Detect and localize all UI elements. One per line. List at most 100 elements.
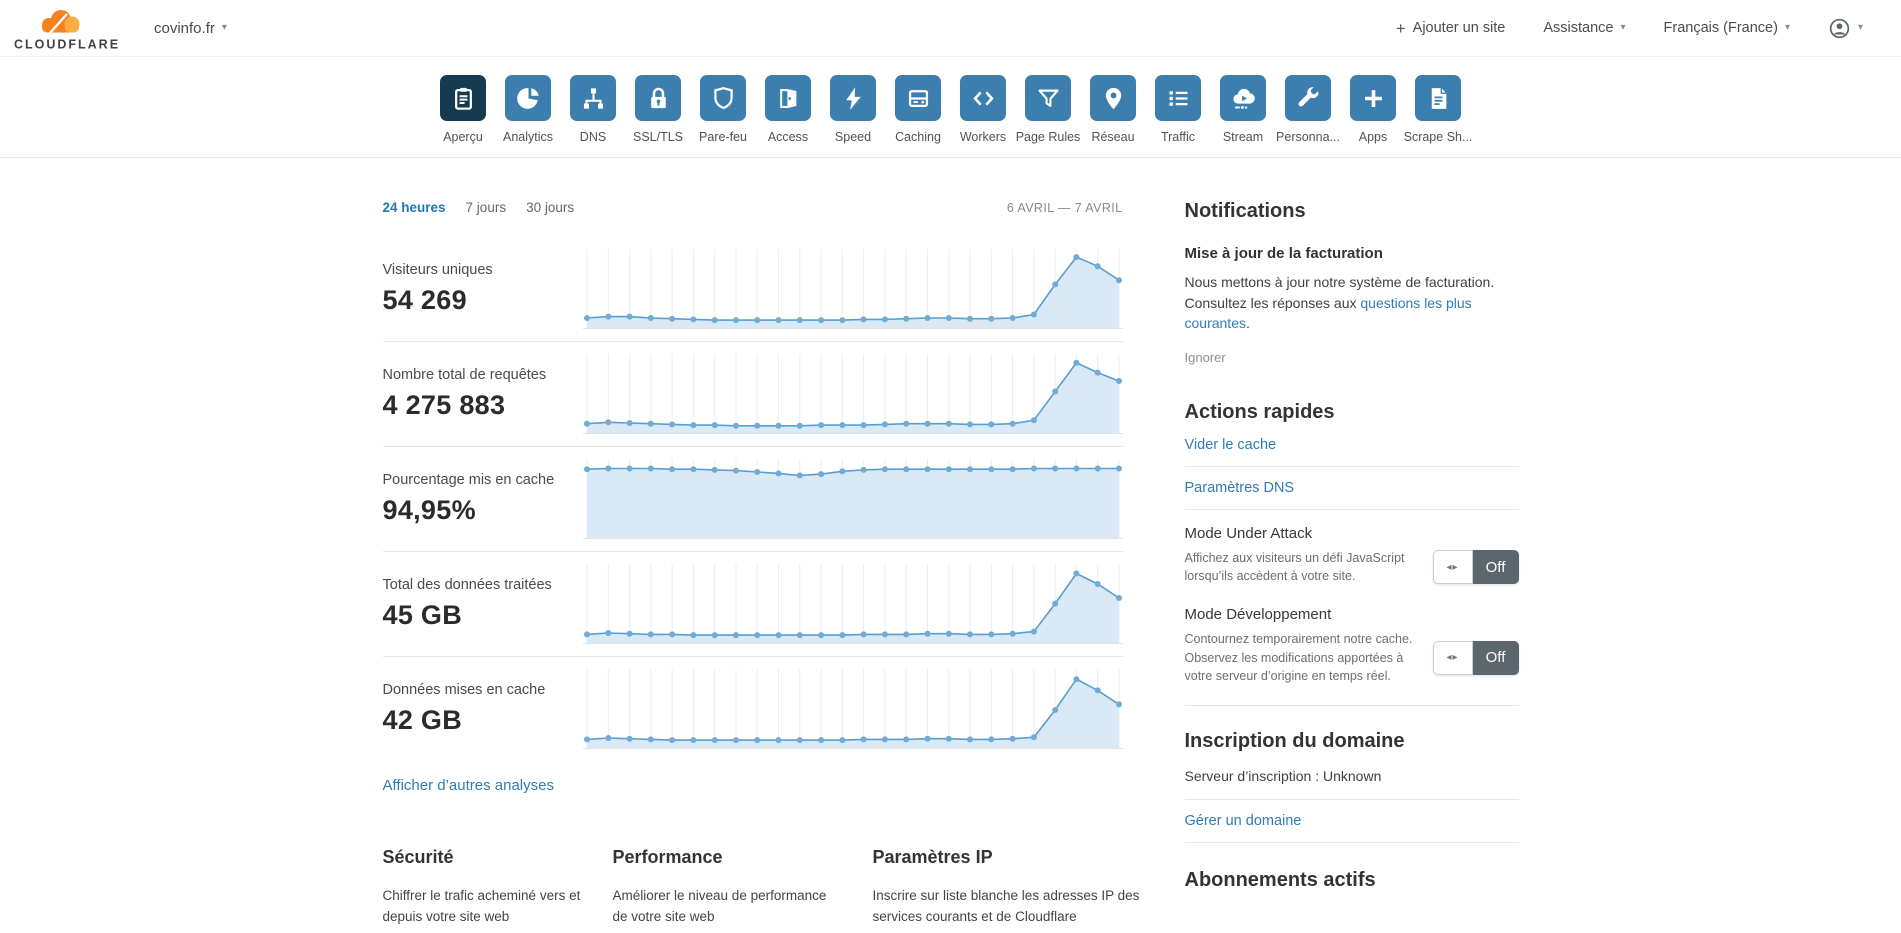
stat-row-donn-es-mises-en-cache: Données mises en cache 42 GB [383,657,1123,761]
quick-action-vider-le-cache[interactable]: Vider le cache [1184,424,1519,468]
nav-item-workers[interactable]: Workers [960,75,1007,144]
add-site-button[interactable]: + Ajouter un site [1395,18,1506,38]
notification-body: Nous mettons à jour notre système de fac… [1184,274,1495,311]
nav-item-speed[interactable]: Speed [830,75,877,144]
section-title: Paramètres IP [872,847,993,867]
stat-value: 4 275 883 [382,390,506,420]
main-content: 24 heures 7 jours 30 jours 6 AVRIL — 7 A… [382,200,1519,928]
mode-under-attack-toggle[interactable]: ◂▸ Off [1432,550,1519,585]
right-sidebar: Notifications Mise à jour de la facturat… [1184,200,1519,928]
nav-item-label: Personna... [1276,130,1340,144]
nav-item-personna[interactable]: Personna... [1276,75,1340,144]
pie-chart-icon [505,75,551,121]
quick-action-param-tres-dns[interactable]: Paramètres DNS [1184,467,1519,511]
user-avatar-icon [1829,18,1850,38]
stat-row-pourcentage-mis-en-cache: Pourcentage mis en cache 94,95% [382,447,1123,552]
nav-item-page-rules[interactable]: Page Rules [1016,75,1080,144]
plus-icon [1350,75,1396,121]
dismiss-notification-link[interactable]: Ignorer [1184,350,1226,366]
sparkline-chart-total-des-donn-es-trait-es [582,564,1123,644]
wrench-icon [1285,75,1331,121]
nav-item-access[interactable]: Access [765,75,812,144]
section-param-tres-ip: Paramètres IP Inscrire sur liste blanche … [873,847,1143,928]
section-title: Performance [612,847,723,867]
section-description: Chiffrer le trafic acheminé vers et depu… [382,888,581,924]
nav-item-caching[interactable]: Caching [895,75,942,144]
brand-wordmark: CLOUDFLARE [14,38,120,52]
stat-label: Nombre total de requêtes [382,367,547,383]
nav-item-analytics[interactable]: Analytics [503,75,553,144]
nav-item-label: Pare-feu [699,130,747,144]
active-subscriptions-title: Abonnements actifs [1184,868,1376,891]
stat-row-visiteurs-uniques: Visiteurs uniques 54 269 [382,237,1123,342]
nav-item-dns[interactable]: DNS [570,75,617,144]
section-title: Sécurité [382,847,454,867]
map-pin-icon [1090,75,1136,121]
notification-item-title: Mise à jour de la facturation [1184,245,1383,262]
nav-item-label: Aperçu [443,130,483,144]
tab-30-jours[interactable]: 30 jours [526,200,575,215]
cloudflare-logo[interactable]: CLOUDFLARE [12,5,122,51]
nav-item-r-seau[interactable]: Réseau [1090,75,1137,144]
registrar-info: Serveur d’inscription : Unknown [1184,753,1519,800]
notifications-title: Notifications [1184,200,1306,222]
nav-item-label: Scrape Sh... [1403,130,1473,144]
stat-row-nombre-total-de-requ-tes: Nombre total de requêtes 4 275 883 [382,342,1123,447]
toggle-title: Mode Under Attack [1184,525,1313,543]
time-range-tabs: 24 heures 7 jours 30 jours 6 AVRIL — 7 A… [383,200,1123,215]
divider [1184,704,1519,706]
stat-meta: Visiteurs uniques 54 269 [383,262,583,316]
clipboard-icon [440,75,486,121]
toggle-state: Off [1472,550,1519,585]
tab-24-heures[interactable]: 24 heures [382,200,446,215]
nav-item-ssl-tls[interactable]: SSL/TLS [632,75,684,144]
code-brackets-icon [960,75,1006,121]
nav-item-scrape-sh[interactable]: Scrape Sh... [1404,75,1472,144]
cloud-play-icon [1220,75,1266,121]
toggle-state: Off [1472,640,1519,675]
user-menu[interactable]: ▾ [1828,17,1863,40]
stat-label: Données mises en cache [382,682,546,698]
shield-icon [700,75,746,121]
analytics-panel: 24 heures 7 jours 30 jours 6 AVRIL — 7 A… [382,200,1139,928]
billing-faq-link[interactable]: questions les plus courantes [1184,294,1472,332]
manage-domain-link[interactable]: Gérer un domaine [1184,800,1519,843]
notification-card: Mise à jour de la facturation Nous metto… [1185,245,1519,365]
nav-item-label: Speed [834,130,872,144]
funnel-icon [1025,75,1071,121]
nav-item-traffic[interactable]: Traffic [1155,75,1202,144]
assistance-menu[interactable]: Assistance ▾ [1543,20,1626,36]
toggle-knob-arrows-icon: ◂▸ [1432,550,1473,585]
door-icon [765,75,811,121]
tab-7-jours[interactable]: 7 jours [465,200,507,215]
stat-label: Total des données traitées [382,577,552,593]
section-s-curit: Sécurité Chiffrer le trafic acheminé vers… [383,847,583,928]
nav-item-label: Page Rules [1015,130,1081,144]
toggle-description: Contournez temporairement notre cache. O… [1184,632,1413,683]
padlock-icon [635,75,681,121]
language-selector[interactable]: Français (France) ▾ [1663,20,1790,36]
more-analytics-link[interactable]: Afficher d’autres analyses [382,777,554,794]
domain-registration-title: Inscription du domaine [1184,729,1405,752]
nav-item-label: Stream [1222,130,1264,144]
stat-label: Visiteurs uniques [382,262,493,278]
stat-label: Pourcentage mis en cache [382,472,555,488]
sparkline-chart-donn-es-mises-en-cache [582,669,1123,749]
chevron-down-icon: ▾ [221,22,227,33]
mode-d-veloppement-toggle[interactable]: ◂▸ Off [1432,640,1519,675]
nav-item-stream[interactable]: Stream [1220,75,1267,144]
nav-item-apps[interactable]: Apps [1350,75,1397,144]
nav-item-aper-u[interactable]: Aperçu [440,75,487,144]
sparkline-chart-pourcentage-mis-en-cache [582,459,1123,539]
nav-item-pare-feu[interactable]: Pare-feu [699,75,747,144]
nav-item-label: SSL/TLS [632,130,684,144]
section-performance: Performance Améliorer le niveau de perfor… [613,847,843,928]
nav-item-label: Access [767,130,809,144]
chevron-down-icon: ▾ [1784,22,1790,33]
site-selector[interactable]: covinfo.fr ▾ [154,20,227,37]
nav-item-label: Traffic [1160,130,1196,144]
toggle-row-mode-under-attack: Mode Under Attack Affichez aux visiteurs … [1185,510,1519,591]
chevron-down-icon: ▾ [1620,22,1626,33]
nav-item-label: Caching [895,130,941,144]
site-name: covinfo.fr [154,19,215,37]
